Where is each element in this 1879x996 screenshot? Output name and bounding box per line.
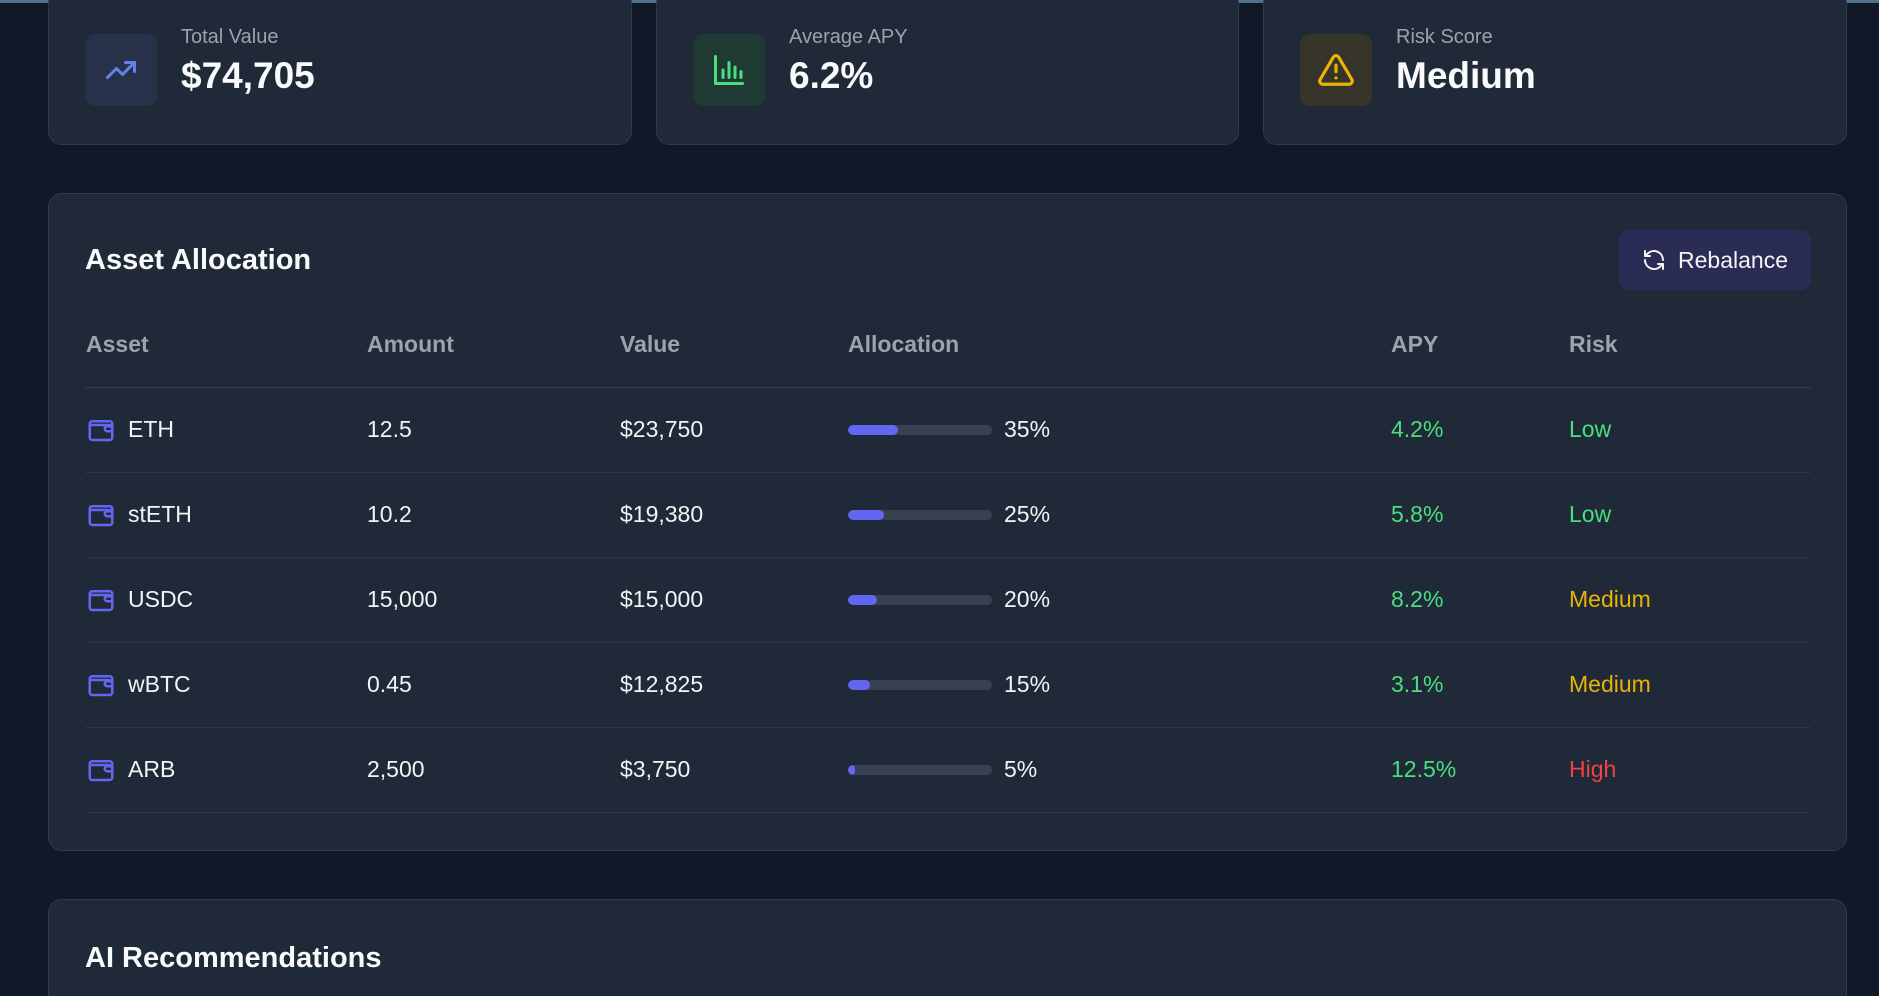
asset-name: USDC — [128, 586, 194, 612]
panel-title: AI Recommendations — [85, 942, 382, 974]
asset-name: stETH — [128, 501, 192, 527]
allocation-bar-fill — [848, 424, 899, 435]
column-header-asset[interactable]: Asset — [85, 302, 366, 388]
wallet-icon — [88, 674, 114, 696]
wallet-icon — [88, 589, 114, 611]
allocation-bar-fill — [848, 679, 870, 690]
allocation-bar — [848, 594, 992, 605]
asset-apy: 5.8% — [1390, 472, 1568, 558]
asset-apy: 4.2% — [1390, 387, 1568, 473]
column-header-amount[interactable]: Amount — [366, 302, 619, 388]
stat-label: Average APY — [789, 26, 908, 48]
table-row[interactable]: stETH 10.2 $19,380 25% 5.8% Low — [85, 472, 1811, 558]
asset-risk: Medium — [1568, 642, 1811, 728]
asset-apy: 12.5% — [1390, 727, 1568, 813]
wallet-icon — [88, 759, 114, 781]
allocation-bar — [848, 424, 992, 435]
stat-value: $74,705 — [181, 55, 315, 96]
allocation-percent: 25% — [1004, 501, 1051, 527]
asset-value: $3,750 — [619, 727, 847, 813]
stat-card-risk-score: Risk Score Medium — [1263, 0, 1847, 145]
allocation-bar — [848, 764, 992, 775]
stat-value: 6.2% — [789, 55, 874, 96]
asset-risk: Low — [1568, 387, 1811, 473]
table-row[interactable]: USDC 15,000 $15,000 20% 8.2% Medium — [85, 557, 1811, 643]
column-header-risk[interactable]: Risk — [1568, 302, 1811, 388]
asset-value: $19,380 — [619, 472, 847, 558]
allocation-bar-fill — [848, 594, 877, 605]
stat-label: Total Value — [181, 26, 279, 48]
column-header-allocation[interactable]: Allocation — [847, 302, 1390, 388]
asset-risk: High — [1568, 727, 1811, 813]
rebalance-label: Rebalance — [1678, 246, 1788, 273]
asset-amount: 10.2 — [366, 472, 619, 558]
refresh-icon — [1644, 250, 1665, 270]
asset-risk: Medium — [1568, 557, 1811, 643]
table-row[interactable]: wBTC 0.45 $12,825 15% 3.1% Medium — [85, 642, 1811, 728]
asset-value: $15,000 — [619, 557, 847, 643]
stat-card-average-apy: Average APY 6.2% — [656, 0, 1239, 145]
allocation-percent: 20% — [1004, 586, 1051, 612]
asset-name: ETH — [128, 416, 174, 442]
allocation-percent: 15% — [1004, 671, 1051, 697]
asset-name: wBTC — [128, 671, 191, 697]
panel-title: Asset Allocation — [85, 244, 312, 276]
asset-amount: 12.5 — [366, 387, 619, 473]
ai-recommendations-panel: AI Recommendations — [48, 899, 1847, 996]
asset-apy: 8.2% — [1390, 557, 1568, 643]
table-row[interactable]: ARB 2,500 $3,750 5% 12.5% High — [85, 727, 1811, 813]
allocation-percent: 5% — [1004, 756, 1038, 782]
allocation-bar-fill — [848, 764, 856, 775]
asset-allocation-panel: Asset Allocation Rebalance Asset Amount … — [48, 193, 1847, 851]
allocation-bar-fill — [848, 509, 884, 520]
asset-risk: Low — [1568, 472, 1811, 558]
wallet-icon — [88, 504, 114, 526]
rebalance-button[interactable]: Rebalance — [1619, 230, 1811, 290]
allocation-bar — [848, 679, 992, 690]
bar-chart-icon — [693, 34, 765, 106]
table-row[interactable]: ETH 12.5 $23,750 35% 4.2% Low — [85, 387, 1811, 473]
asset-amount: 15,000 — [366, 557, 619, 643]
column-header-apy[interactable]: APY — [1390, 302, 1568, 388]
stat-label: Risk Score — [1396, 26, 1493, 48]
stat-value: Medium — [1396, 55, 1536, 96]
asset-value: $12,825 — [619, 642, 847, 728]
wallet-icon — [88, 419, 114, 441]
allocation-table: Asset Amount Value Allocation APY Risk E… — [85, 302, 1811, 813]
column-header-value[interactable]: Value — [619, 302, 847, 388]
asset-amount: 0.45 — [366, 642, 619, 728]
stat-card-total-value: Total Value $74,705 — [48, 0, 632, 145]
asset-name: ARB — [128, 756, 176, 782]
trending-up-icon — [85, 34, 157, 106]
alert-triangle-icon — [1300, 34, 1372, 106]
table-header-row: Asset Amount Value Allocation APY Risk — [85, 302, 1811, 388]
asset-value: $23,750 — [619, 387, 847, 473]
allocation-bar — [848, 509, 992, 520]
asset-amount: 2,500 — [366, 727, 619, 813]
allocation-percent: 35% — [1004, 416, 1051, 442]
asset-apy: 3.1% — [1390, 642, 1568, 728]
